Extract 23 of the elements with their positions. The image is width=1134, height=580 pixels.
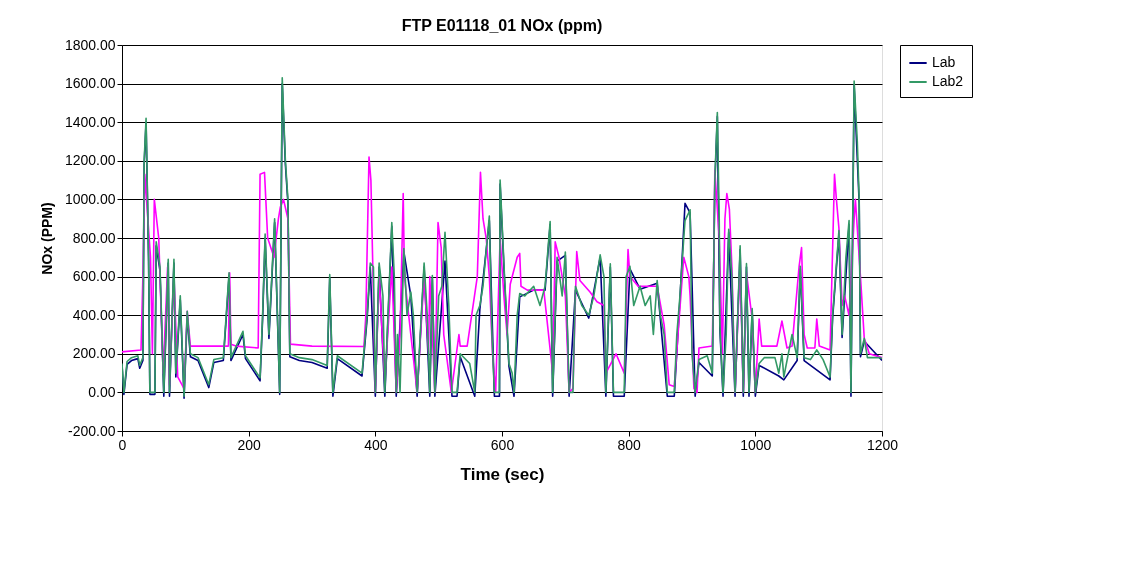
x-tick-label: 1000: [740, 436, 772, 453]
x-tick-label: 200: [237, 436, 262, 453]
y-tick-label: 1400.00: [64, 113, 116, 130]
y-tick-label: -200.00: [68, 422, 116, 439]
x-tick-label: 0: [118, 436, 127, 453]
y-tick-label: 200.00: [72, 345, 116, 362]
y-tick-label: 1200.00: [64, 152, 116, 169]
x-tick-label: 1200: [866, 436, 899, 453]
y-axis-title: NOx (PPM): [38, 202, 55, 275]
y-tick-label: 1800.00: [64, 36, 116, 53]
x-axis-title: Time (sec): [460, 464, 545, 484]
legend-label: Lab2: [932, 73, 964, 89]
chart-title: FTP E01118_01 NOx (ppm): [401, 17, 603, 34]
y-tick-label: 800.00: [72, 229, 116, 246]
x-tick-label: 400: [364, 436, 388, 453]
y-tick-label: 600.00: [72, 268, 116, 285]
y-tick-label: 400.00: [72, 306, 116, 323]
y-tick-label: 1000.00: [64, 190, 116, 207]
x-tick-label: 800: [617, 436, 642, 453]
y-tick-label: 0.00: [88, 383, 116, 400]
y-tick-label: 1600.00: [64, 75, 116, 92]
x-tick-label: 600: [490, 436, 515, 453]
legend-label: Lab: [932, 54, 956, 70]
